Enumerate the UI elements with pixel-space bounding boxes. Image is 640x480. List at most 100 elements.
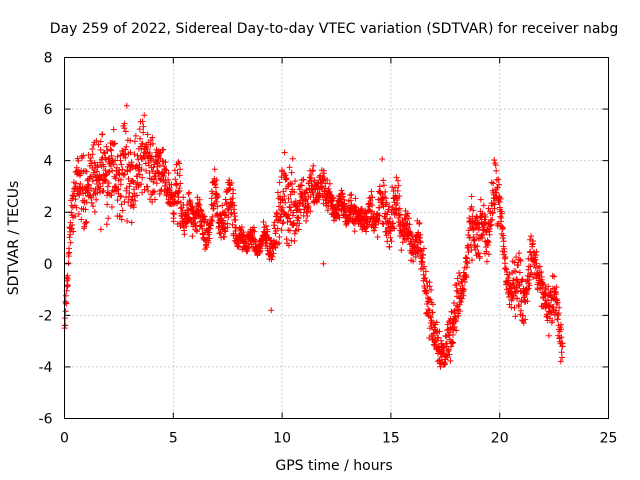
data-point <box>224 224 231 231</box>
data-point <box>486 231 493 238</box>
data-point <box>165 170 172 177</box>
data-point <box>447 315 454 322</box>
data-point <box>517 256 524 263</box>
data-point <box>293 227 300 234</box>
data-point <box>538 276 545 283</box>
x-tick-label: 15 <box>382 431 400 447</box>
data-point <box>222 196 229 203</box>
data-point <box>136 171 143 178</box>
data-point <box>135 167 142 174</box>
data-point <box>309 189 316 196</box>
data-point <box>64 281 71 288</box>
data-point <box>149 140 156 147</box>
data-point <box>196 196 203 203</box>
data-point <box>81 223 88 230</box>
data-point <box>450 299 457 306</box>
data-point <box>139 174 146 181</box>
data-point <box>416 235 423 242</box>
data-point <box>494 184 501 191</box>
data-point <box>508 297 515 304</box>
data-point <box>171 210 178 217</box>
data-point <box>391 225 398 232</box>
data-point <box>460 286 467 293</box>
data-point <box>476 253 483 260</box>
data-point <box>80 152 87 159</box>
data-point <box>461 278 468 285</box>
data-point <box>274 210 281 217</box>
data-point <box>264 228 271 235</box>
data-point <box>300 176 307 183</box>
data-point <box>160 173 167 180</box>
data-point <box>279 220 286 227</box>
data-point <box>491 201 498 208</box>
data-point <box>132 132 139 139</box>
data-point <box>269 253 276 260</box>
data-point <box>479 234 486 241</box>
data-point <box>149 198 156 205</box>
data-point <box>459 295 466 302</box>
data-point <box>287 191 294 198</box>
x-tick-label: 10 <box>273 431 291 447</box>
data-point <box>432 338 439 345</box>
data-point <box>288 169 295 176</box>
data-point <box>502 265 509 272</box>
data-point <box>520 320 527 326</box>
data-point <box>104 183 111 190</box>
data-point <box>451 307 458 314</box>
y-tick-label: 6 <box>44 102 53 118</box>
data-point <box>485 239 492 246</box>
data-point <box>295 214 302 221</box>
data-point <box>395 214 402 221</box>
data-point <box>159 178 166 185</box>
data-point <box>75 210 82 217</box>
data-point <box>297 209 304 216</box>
data-point <box>285 195 292 202</box>
data-point <box>380 221 387 228</box>
data-point <box>160 146 167 153</box>
data-point <box>515 262 522 269</box>
data-point <box>93 168 100 175</box>
data-point <box>513 254 520 261</box>
data-point <box>276 233 283 240</box>
data-point <box>379 220 386 227</box>
data-point <box>386 203 393 210</box>
data-point <box>305 203 312 210</box>
data-point <box>308 171 315 178</box>
data-points <box>61 102 566 370</box>
x-tick-label: 5 <box>169 431 178 447</box>
data-point <box>296 186 303 193</box>
data-point <box>108 192 115 199</box>
data-point <box>281 149 288 156</box>
data-point <box>103 172 110 179</box>
data-point <box>286 227 293 234</box>
data-point <box>186 189 193 196</box>
data-point <box>144 145 151 152</box>
data-point <box>549 272 556 279</box>
data-point <box>91 159 98 166</box>
axis-ticks <box>64 57 609 419</box>
data-point <box>539 280 546 287</box>
data-point <box>125 199 132 206</box>
data-point <box>104 201 111 208</box>
data-point <box>192 222 199 229</box>
data-point <box>219 202 226 209</box>
data-point <box>441 344 448 351</box>
data-point <box>222 228 229 235</box>
data-point <box>89 145 96 152</box>
data-point <box>324 177 331 184</box>
data-point <box>166 185 173 192</box>
data-point <box>228 180 235 187</box>
data-point <box>554 299 561 306</box>
data-point <box>352 195 359 202</box>
data-point <box>122 128 129 135</box>
data-point <box>464 260 471 267</box>
data-point <box>540 281 547 288</box>
data-point <box>371 227 378 234</box>
data-point <box>468 203 475 210</box>
data-point <box>156 162 163 169</box>
data-point <box>170 218 177 225</box>
data-point <box>97 226 104 233</box>
data-point <box>436 328 443 335</box>
data-point <box>553 284 560 291</box>
data-point <box>369 194 376 201</box>
